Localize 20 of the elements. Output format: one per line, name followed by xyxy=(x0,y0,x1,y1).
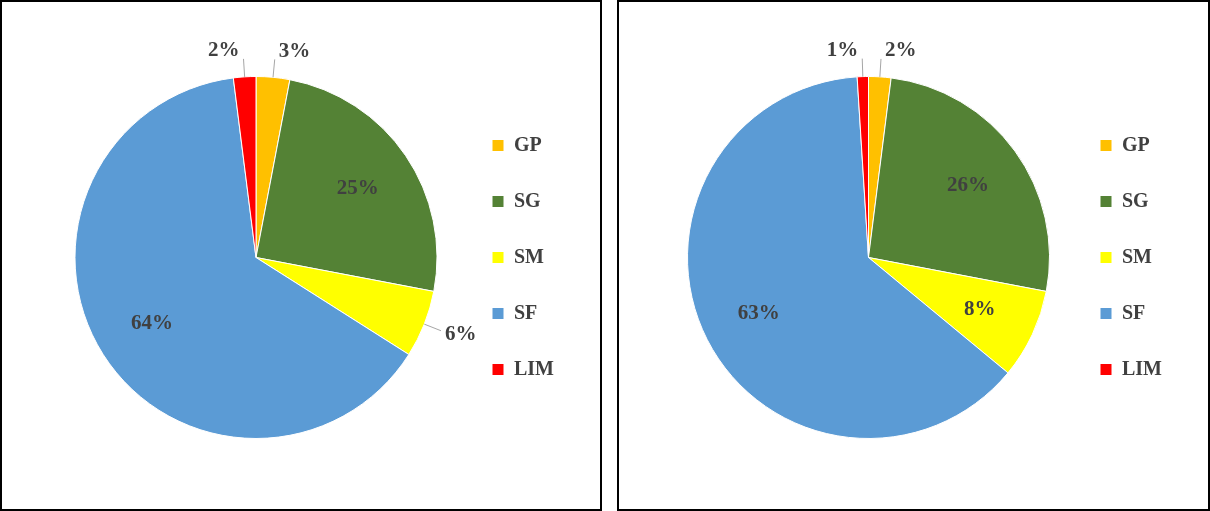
data-label: 2% xyxy=(208,37,240,62)
legend-label: GP xyxy=(1122,132,1150,155)
legend-label: SF xyxy=(514,300,538,323)
data-label: 26% xyxy=(947,171,990,196)
data-label: 64% xyxy=(131,309,174,334)
data-label: 63% xyxy=(737,299,780,324)
legend-label: LIM xyxy=(514,356,555,379)
data-label: 6% xyxy=(445,321,477,346)
legend-label: SF xyxy=(1122,300,1146,323)
legend-label: SG xyxy=(514,188,542,211)
legend-label: GP xyxy=(514,132,542,155)
data-label: 2% xyxy=(885,37,917,62)
legend-label: LIM xyxy=(1122,356,1163,379)
data-label: 25% xyxy=(336,174,379,199)
data-label: 1% xyxy=(826,37,859,62)
legend-label: SM xyxy=(1122,244,1153,267)
data-label: 3% xyxy=(278,37,311,62)
legend-label: SM xyxy=(514,244,545,267)
legend-label: SG xyxy=(1122,188,1150,211)
data-label: 8% xyxy=(964,296,996,321)
